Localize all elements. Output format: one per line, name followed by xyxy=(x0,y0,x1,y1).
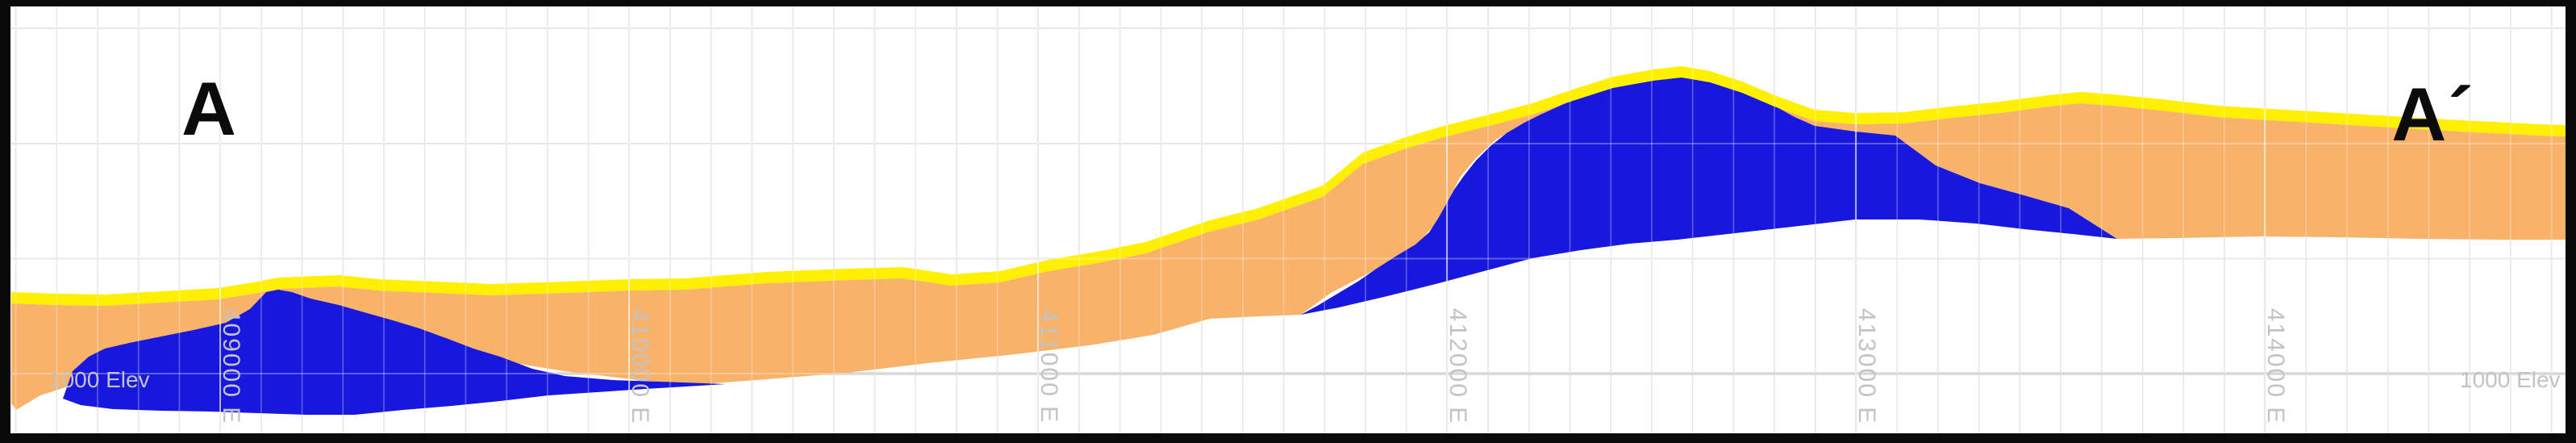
orange-unit xyxy=(11,77,2566,410)
gridlines-over xyxy=(10,6,2566,433)
geology-fills xyxy=(11,66,2566,415)
blue-unit-left xyxy=(63,290,726,415)
yellow-surface-band xyxy=(11,66,2566,306)
plot-area[interactable] xyxy=(10,6,2566,433)
blue-unit-main xyxy=(1301,77,2117,315)
